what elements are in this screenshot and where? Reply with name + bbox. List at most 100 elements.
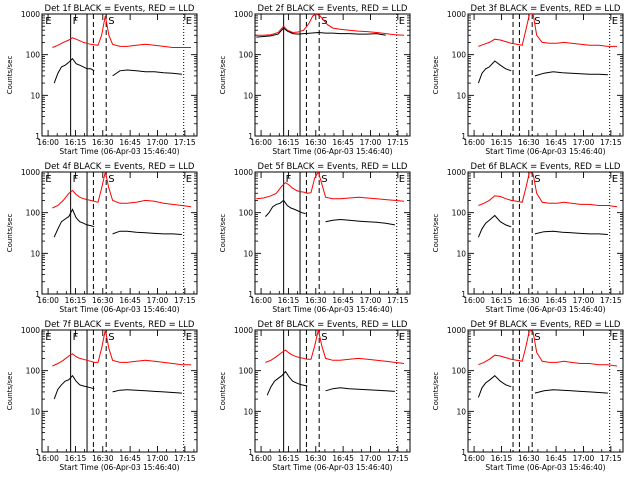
plot-frame (41, 329, 198, 453)
y-tick-label: 1000 (447, 10, 466, 19)
x-axis-label: Start Time (06-Apr-03 15:46:40) (485, 147, 605, 156)
time-marker-label: S (321, 174, 327, 185)
series-line-events (325, 387, 395, 392)
y-axis-label: Counts/sec (219, 214, 227, 253)
x-tick-label: 16:15 (65, 296, 87, 305)
x-tick-label: 16:00 (463, 454, 485, 463)
time-marker-label: F (73, 16, 79, 27)
x-tick-label: 17:00 (147, 138, 169, 147)
panel-title: Det 1f BLACK = Events, RED = LLD (45, 4, 195, 14)
plot-frame (467, 13, 624, 137)
chart-panel-4: Det 4f BLACK = Events, RED = LLD 1 10 100 10… (6, 162, 198, 314)
y-tick-label: 100 (452, 209, 467, 218)
chart-panel-6: Det 6f BLACK = Events, RED = LLD 1 10 100 10… (432, 162, 624, 314)
series-group (52, 172, 192, 238)
series-line-events (534, 230, 608, 235)
x-tick-label: 16:15 (278, 454, 300, 463)
series-line-events (265, 199, 306, 217)
x-tick-label: 17:15 (387, 454, 409, 463)
series-line-lld (256, 172, 405, 202)
x-tick-label: 16:15 (278, 296, 300, 305)
x-axis-label: Start Time (06-Apr-03 15:46:40) (485, 463, 605, 472)
time-marker-label: E (186, 332, 192, 343)
x-tick-label: 17:00 (360, 454, 382, 463)
time-marker-label: S (108, 16, 114, 27)
x-tick-label: 16:00 (250, 296, 272, 305)
y-tick-label: 100 (26, 51, 41, 60)
y-axis-label: Counts/sec (432, 56, 440, 95)
y-tick-label: 100 (452, 367, 467, 376)
plot-frame (254, 329, 411, 453)
x-tick-label: 16:15 (491, 296, 513, 305)
chart-panel-7: Det 7f BLACK = Events, RED = LLD 1 10 100 10… (6, 320, 198, 472)
y-tick-label: 1000 (447, 168, 466, 177)
y-tick-label: 1 (248, 132, 253, 141)
time-marker-label: E (186, 16, 192, 27)
y-axis-label: Counts/sec (432, 214, 440, 253)
series-line-lld (478, 14, 617, 47)
x-tick-label: 16:45 (332, 138, 354, 147)
x-tick-label: 17:15 (174, 454, 196, 463)
series-group (52, 330, 191, 400)
x-tick-label: 16:45 (332, 296, 354, 305)
time-marker-label: S (534, 174, 540, 185)
x-tick-label: 17:00 (360, 138, 382, 147)
time-marker-label: F (73, 174, 79, 185)
y-tick-label: 1 (35, 448, 40, 457)
y-tick-label: 100 (26, 209, 41, 218)
y-tick-label: 1 (35, 132, 40, 141)
y-tick-label: 100 (452, 51, 467, 60)
x-tick-label: 17:15 (387, 296, 409, 305)
x-tick-label: 16:30 (518, 138, 540, 147)
series-line-events (477, 375, 512, 398)
x-tick-label: 16:00 (37, 138, 59, 147)
time-marker-label: S (534, 16, 540, 27)
y-tick-label: 10 (456, 91, 466, 100)
series-line-lld (478, 330, 618, 367)
panel-title: Det 6f BLACK = Events, RED = LLD (471, 162, 621, 172)
time-marker-label: S (108, 174, 114, 185)
y-tick-label: 1000 (234, 168, 253, 177)
x-tick-label: 16:30 (518, 454, 540, 463)
y-tick-label: 10 (243, 407, 253, 416)
x-tick-label: 16:15 (278, 138, 300, 147)
y-tick-label: 100 (239, 367, 254, 376)
y-tick-label: 1000 (21, 10, 40, 19)
x-tick-label: 17:15 (600, 296, 622, 305)
plot-frame (254, 13, 411, 137)
time-marker-label: E (399, 174, 405, 185)
y-tick-label: 10 (30, 249, 40, 258)
panel-title: Det 5f BLACK = Events, RED = LLD (258, 162, 408, 172)
y-tick-label: 1000 (234, 10, 253, 19)
x-tick-label: 17:00 (573, 454, 595, 463)
y-tick-label: 1 (248, 448, 253, 457)
x-tick-label: 16:45 (545, 454, 567, 463)
y-axis-label: Counts/sec (219, 372, 227, 411)
x-tick-label: 16:45 (332, 454, 354, 463)
x-tick-label: 16:30 (518, 296, 540, 305)
series-group (477, 172, 618, 238)
x-tick-label: 17:15 (600, 138, 622, 147)
series-line-events (534, 71, 608, 77)
series-line-events (53, 374, 95, 400)
series-group (52, 15, 191, 84)
time-marker-label: E (45, 332, 51, 343)
y-tick-label: 100 (239, 51, 254, 60)
time-marker-label: E (399, 332, 405, 343)
time-marker-label: E (612, 332, 618, 343)
series-line-events (256, 27, 386, 38)
x-tick-label: 17:15 (174, 138, 196, 147)
time-marker-label: F (73, 332, 79, 343)
x-tick-label: 16:30 (305, 296, 327, 305)
series-group (477, 14, 617, 84)
time-marker-label: F (286, 174, 292, 185)
x-tick-label: 16:00 (37, 454, 59, 463)
plot-frame (41, 13, 198, 137)
time-marker-label: S (534, 332, 540, 343)
x-tick-label: 16:30 (305, 454, 327, 463)
time-marker-label: E (45, 174, 51, 185)
time-marker-label: E (186, 174, 192, 185)
series-line-events (53, 57, 95, 84)
x-tick-label: 17:00 (360, 296, 382, 305)
panel-title: Det 4f BLACK = Events, RED = LLD (45, 162, 195, 172)
